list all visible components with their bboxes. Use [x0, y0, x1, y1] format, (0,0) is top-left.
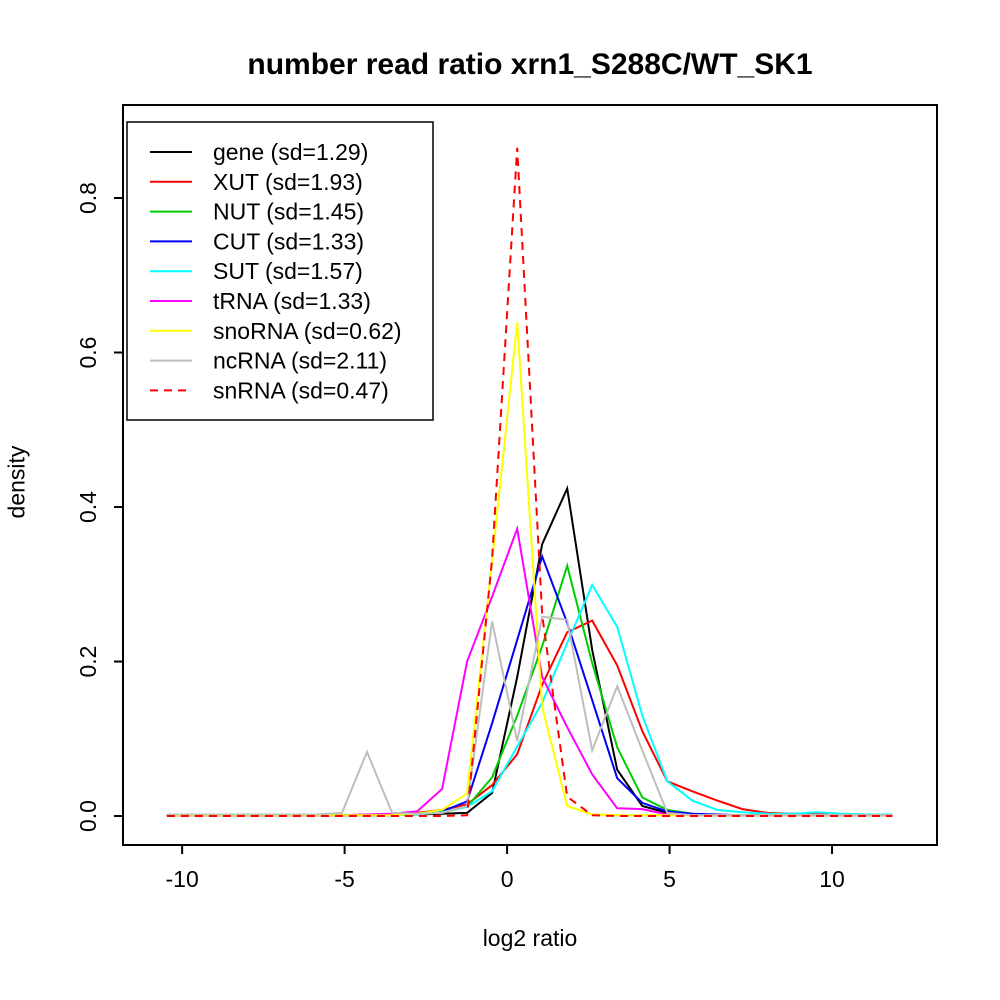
legend-entry-tRNA: tRNA (sd=1.33): [150, 288, 371, 314]
curve-XUT: [166, 619, 893, 817]
x-tick-label: 10: [819, 866, 845, 892]
y-tick-label: 0.0: [75, 800, 101, 832]
legend-label: SUT (sd=1.57): [213, 258, 363, 284]
legend: gene (sd=1.29) XUT (sd=1.93) NUT (sd=1.45)…: [126, 121, 434, 421]
curve-tRNA: [166, 524, 893, 817]
legend-entry-CUT: CUT (sd=1.33): [150, 228, 364, 254]
legend-entry-XUT: XUT (sd=1.93): [150, 169, 363, 195]
legend-entry-NUT: NUT (sd=1.45): [150, 199, 364, 225]
plot-border: [122, 104, 938, 846]
x-tick-label: -10: [166, 866, 199, 892]
legend-label: tRNA (sd=1.33): [213, 288, 371, 314]
legend-label: snRNA (sd=0.47): [213, 377, 389, 403]
x-tick-label: 5: [663, 866, 676, 892]
legend-label: snoRNA (sd=0.62): [213, 318, 402, 344]
x-tick-label: -5: [334, 866, 354, 892]
curve-gene: [166, 485, 893, 817]
legend-label: XUT (sd=1.93): [213, 169, 363, 195]
y-tick-label: 0.4: [75, 491, 101, 523]
y-tick-label: 0.2: [75, 646, 101, 678]
legend-label: gene (sd=1.29): [213, 139, 368, 165]
curve-SUT: [166, 582, 893, 817]
curve-ncRNA: [166, 615, 893, 817]
y-axis-label: density: [3, 445, 30, 519]
legend-entry-SUT: SUT (sd=1.57): [150, 258, 363, 284]
chart-title: number read ratio xrn1_S288C/WT_SK1: [247, 48, 813, 81]
legend-entry-snoRNA: snoRNA (sd=0.62): [150, 318, 402, 344]
legend-label: ncRNA (sd=2.11): [213, 348, 387, 374]
legend-entry-ncRNA: ncRNA (sd=2.11): [150, 348, 387, 374]
x-axis-label: log2 ratio: [482, 925, 578, 951]
curve-CUT: [166, 553, 893, 817]
legend-entry-snRNA: snRNA (sd=0.47): [150, 377, 389, 403]
legend-label: NUT (sd=1.45): [213, 199, 364, 225]
y-tick-label: 0.6: [75, 337, 101, 369]
legend-label: CUT (sd=1.33): [213, 228, 364, 254]
y-tick-label: 0.8: [75, 182, 101, 214]
x-tick-label: 0: [501, 866, 514, 892]
legend-entry-gene: gene (sd=1.29): [150, 139, 368, 165]
